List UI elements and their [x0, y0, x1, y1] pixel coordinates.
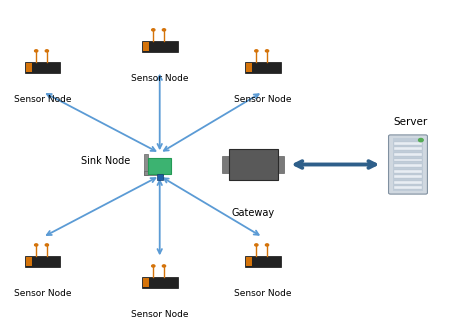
- Bar: [393, 138, 423, 191]
- Bar: [222, 157, 229, 172]
- Bar: [394, 147, 422, 150]
- Bar: [143, 278, 149, 287]
- Circle shape: [265, 244, 269, 246]
- Bar: [245, 62, 281, 73]
- Bar: [144, 171, 163, 175]
- Circle shape: [45, 244, 48, 246]
- Text: Sink Node: Sink Node: [81, 156, 130, 166]
- Circle shape: [35, 244, 38, 246]
- Bar: [394, 170, 422, 173]
- Bar: [25, 62, 60, 73]
- Bar: [278, 157, 284, 172]
- Bar: [148, 158, 171, 174]
- Text: Sensor Node: Sensor Node: [14, 289, 72, 298]
- Text: Server: Server: [393, 117, 428, 127]
- Bar: [394, 175, 422, 178]
- Circle shape: [255, 244, 258, 246]
- Text: Sensor Node: Sensor Node: [131, 74, 189, 83]
- Circle shape: [163, 265, 165, 267]
- Bar: [144, 154, 148, 175]
- Bar: [156, 174, 163, 180]
- Text: Gateway: Gateway: [232, 208, 275, 218]
- Text: Sensor Node: Sensor Node: [234, 289, 292, 298]
- Text: Sensor Node: Sensor Node: [14, 95, 72, 104]
- Bar: [229, 149, 278, 180]
- Bar: [394, 153, 422, 156]
- Bar: [143, 42, 149, 51]
- Circle shape: [265, 50, 269, 52]
- Bar: [246, 63, 252, 72]
- Circle shape: [152, 265, 155, 267]
- Bar: [25, 256, 60, 267]
- Bar: [394, 181, 422, 184]
- Bar: [246, 257, 252, 266]
- Circle shape: [45, 50, 48, 52]
- Bar: [394, 142, 422, 145]
- FancyBboxPatch shape: [389, 135, 428, 194]
- Circle shape: [163, 29, 165, 31]
- Bar: [394, 159, 422, 162]
- Bar: [26, 63, 32, 72]
- Bar: [26, 257, 32, 266]
- Circle shape: [255, 50, 258, 52]
- Circle shape: [419, 139, 423, 142]
- Bar: [142, 277, 177, 288]
- Bar: [394, 164, 422, 167]
- Bar: [245, 256, 281, 267]
- Circle shape: [152, 29, 155, 31]
- Text: Sensor Node: Sensor Node: [131, 310, 189, 319]
- Text: Sensor Node: Sensor Node: [234, 95, 292, 104]
- Circle shape: [35, 50, 38, 52]
- Bar: [142, 41, 177, 52]
- Bar: [394, 186, 422, 189]
